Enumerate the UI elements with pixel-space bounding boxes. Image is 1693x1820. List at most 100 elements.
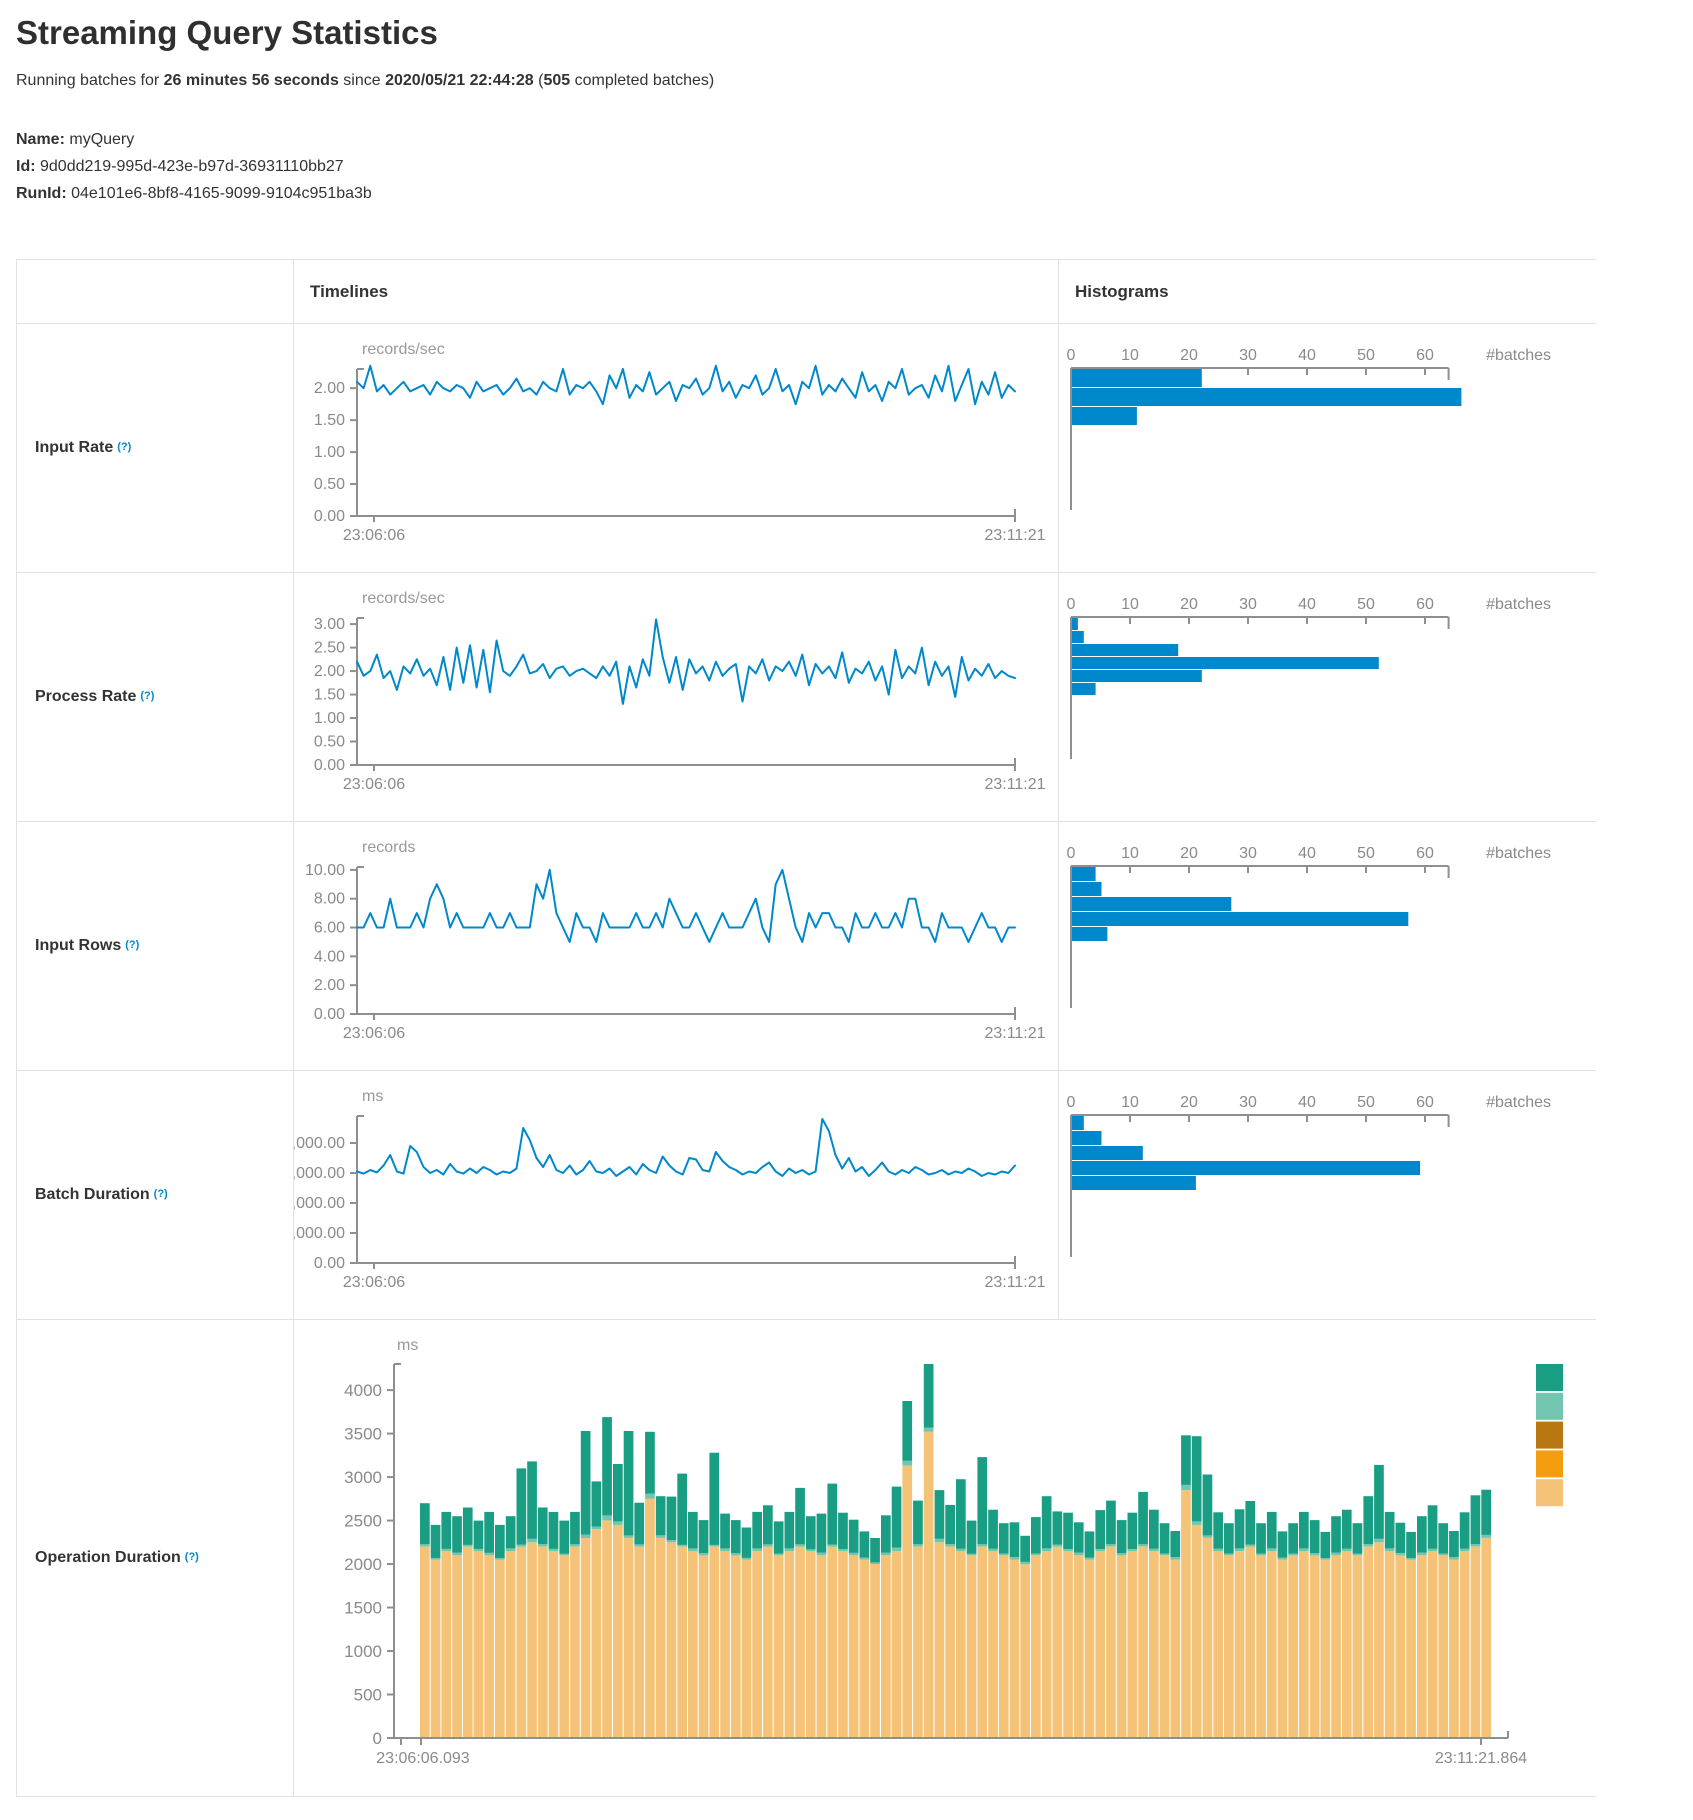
op-duration-bar-segment bbox=[602, 1515, 612, 1521]
op-duration-bar-segment bbox=[677, 1473, 687, 1545]
op-duration-bar-segment bbox=[1191, 1436, 1202, 1522]
op-duration-bar-segment bbox=[1073, 1555, 1084, 1738]
op-duration-bar-segment bbox=[548, 1548, 559, 1551]
help-tooltip-link[interactable]: (?) bbox=[184, 1551, 199, 1563]
help-tooltip-link[interactable]: (?) bbox=[153, 1188, 168, 1200]
op-duration-bar-segment bbox=[1138, 1491, 1148, 1545]
op-duration-bar-segment bbox=[1159, 1555, 1170, 1738]
completed-suffix: completed batches) bbox=[570, 72, 715, 89]
histogram-cell-1: 0 10 20 30 40 50 60 #batches bbox=[1059, 573, 1596, 821]
op-duration-bar-segment bbox=[1341, 1548, 1352, 1551]
op-duration-bar-segment bbox=[891, 1486, 902, 1548]
histogram-bar bbox=[1072, 912, 1409, 926]
histogram-bar bbox=[1072, 1116, 1084, 1130]
op-duration-bar-segment bbox=[902, 1460, 913, 1466]
hist-x-tick-label: 50 bbox=[1357, 1094, 1375, 1111]
help-tooltip-link[interactable]: (?) bbox=[125, 939, 140, 951]
help-tooltip-link[interactable]: (?) bbox=[140, 690, 155, 702]
legend-swatch-op_orange[interactable] bbox=[1536, 1450, 1563, 1478]
op-duration-bar-segment bbox=[752, 1548, 762, 1551]
op-duration-bar-segment bbox=[1256, 1553, 1266, 1556]
op-duration-bar-segment bbox=[537, 1507, 548, 1544]
y-tick-label: 4,000.00 bbox=[294, 1135, 345, 1152]
op-duration-bar-segment bbox=[1234, 1551, 1245, 1738]
query-runid-line: RunId: 04e101e6-8bf8-4165-9099-9104c951b… bbox=[16, 180, 1616, 207]
op-duration-bar-segment bbox=[677, 1544, 687, 1547]
x-start-label: 23:06:06.093 bbox=[376, 1750, 470, 1767]
name-value: myQuery bbox=[69, 131, 135, 148]
histogram-bar bbox=[1072, 1176, 1196, 1190]
op-duration-bar-segment bbox=[998, 1553, 1009, 1556]
legend-swatch-op_green[interactable] bbox=[1536, 1364, 1563, 1391]
op-duration-bar-segment bbox=[1127, 1549, 1138, 1551]
op-duration-bar-segment bbox=[698, 1553, 709, 1556]
op-duration-bar-segment bbox=[752, 1511, 762, 1549]
y-tick-label: 2.00 bbox=[314, 663, 345, 680]
y-tick-label: 500 bbox=[354, 1686, 382, 1705]
op-duration-bar-segment bbox=[827, 1483, 838, 1545]
op-duration-bar-segment bbox=[816, 1555, 827, 1738]
y-tick-label: 4.00 bbox=[314, 948, 345, 965]
op-duration-bar-segment bbox=[537, 1546, 548, 1738]
op-duration-bar-segment bbox=[773, 1555, 784, 1738]
y-tick-label: 0.50 bbox=[314, 734, 345, 751]
op-duration-bar-segment bbox=[816, 1552, 827, 1556]
op-duration-bar-segment bbox=[613, 1524, 623, 1738]
op-duration-bar-segment bbox=[902, 1465, 913, 1738]
op-duration-bar-segment bbox=[1095, 1549, 1106, 1551]
op-duration-bar-segment bbox=[1299, 1511, 1309, 1549]
legend-swatch-op_dark_gold[interactable] bbox=[1536, 1421, 1563, 1449]
op-duration-bar-segment bbox=[462, 1507, 473, 1545]
op-duration-bar-segment bbox=[462, 1546, 473, 1738]
op-duration-bar-segment bbox=[452, 1555, 462, 1738]
legend-swatch-op_light_teal[interactable] bbox=[1536, 1392, 1563, 1420]
op-duration-bar-segment bbox=[1127, 1551, 1138, 1738]
op-duration-bar-segment bbox=[730, 1553, 741, 1556]
op-duration-bar-segment bbox=[784, 1548, 795, 1551]
op-duration-bar-segment bbox=[741, 1558, 752, 1560]
y-tick-label: 1.50 bbox=[314, 687, 345, 704]
op-duration-bar-segment bbox=[1406, 1558, 1416, 1560]
hist-x-tick-label: 10 bbox=[1121, 596, 1139, 613]
hist-x-tick-label: 40 bbox=[1298, 347, 1316, 364]
metric-label: Input Rate bbox=[35, 439, 114, 456]
op-duration-bar-segment bbox=[698, 1555, 709, 1738]
op-duration-bar-segment bbox=[1116, 1553, 1127, 1556]
op-duration-bar-segment bbox=[1234, 1509, 1245, 1549]
op-duration-bar-segment bbox=[1073, 1522, 1084, 1553]
op-duration-bar-segment bbox=[1181, 1484, 1191, 1491]
op-duration-bar-segment bbox=[1481, 1489, 1491, 1535]
hist-x-tick-label: 30 bbox=[1239, 596, 1257, 613]
id-label: Id: bbox=[16, 158, 36, 175]
legend-swatch-op_tan[interactable] bbox=[1536, 1479, 1563, 1507]
op-duration-bar-segment bbox=[1041, 1548, 1052, 1551]
hist-x-tick-label: 0 bbox=[1067, 1094, 1076, 1111]
op-duration-bar-segment bbox=[1320, 1558, 1331, 1560]
op-duration-bar-segment bbox=[1481, 1534, 1491, 1538]
op-duration-bar-segment bbox=[698, 1520, 709, 1554]
op-duration-bar-segment bbox=[913, 1544, 923, 1547]
op-duration-bar-segment bbox=[1384, 1548, 1395, 1551]
op-duration-bar-segment bbox=[966, 1520, 977, 1554]
op-duration-bar-segment bbox=[730, 1520, 741, 1554]
op-duration-bar-segment bbox=[1149, 1548, 1159, 1551]
op-duration-bar-segment bbox=[1288, 1523, 1298, 1554]
op-duration-bar-segment bbox=[1020, 1564, 1030, 1738]
help-tooltip-link[interactable]: (?) bbox=[117, 441, 132, 453]
op-duration-bar-segment bbox=[741, 1527, 752, 1558]
op-duration-bar-segment bbox=[527, 1461, 537, 1539]
op-duration-bar-segment bbox=[1052, 1511, 1063, 1545]
op-duration-bar-segment bbox=[805, 1516, 816, 1550]
x-start-label: 23:06:06 bbox=[343, 527, 405, 544]
op-duration-bar-segment bbox=[473, 1551, 484, 1738]
y-tick-label: 1.00 bbox=[314, 710, 345, 727]
op-duration-bar-segment bbox=[1149, 1509, 1159, 1549]
y-tick-label: 10.00 bbox=[305, 862, 345, 879]
op-duration-bar-segment bbox=[1352, 1523, 1363, 1554]
op-duration-bar-segment bbox=[1191, 1524, 1202, 1738]
runid-value: 04e101e6-8bf8-4165-9099-9104c951ba3b bbox=[71, 185, 372, 202]
op-duration-bar-segment bbox=[1374, 1464, 1384, 1539]
op-duration-bar-segment bbox=[1352, 1555, 1363, 1738]
op-duration-bar-segment bbox=[956, 1551, 966, 1738]
row-label-batch-duration: Batch Duration (?) bbox=[17, 1071, 293, 1319]
